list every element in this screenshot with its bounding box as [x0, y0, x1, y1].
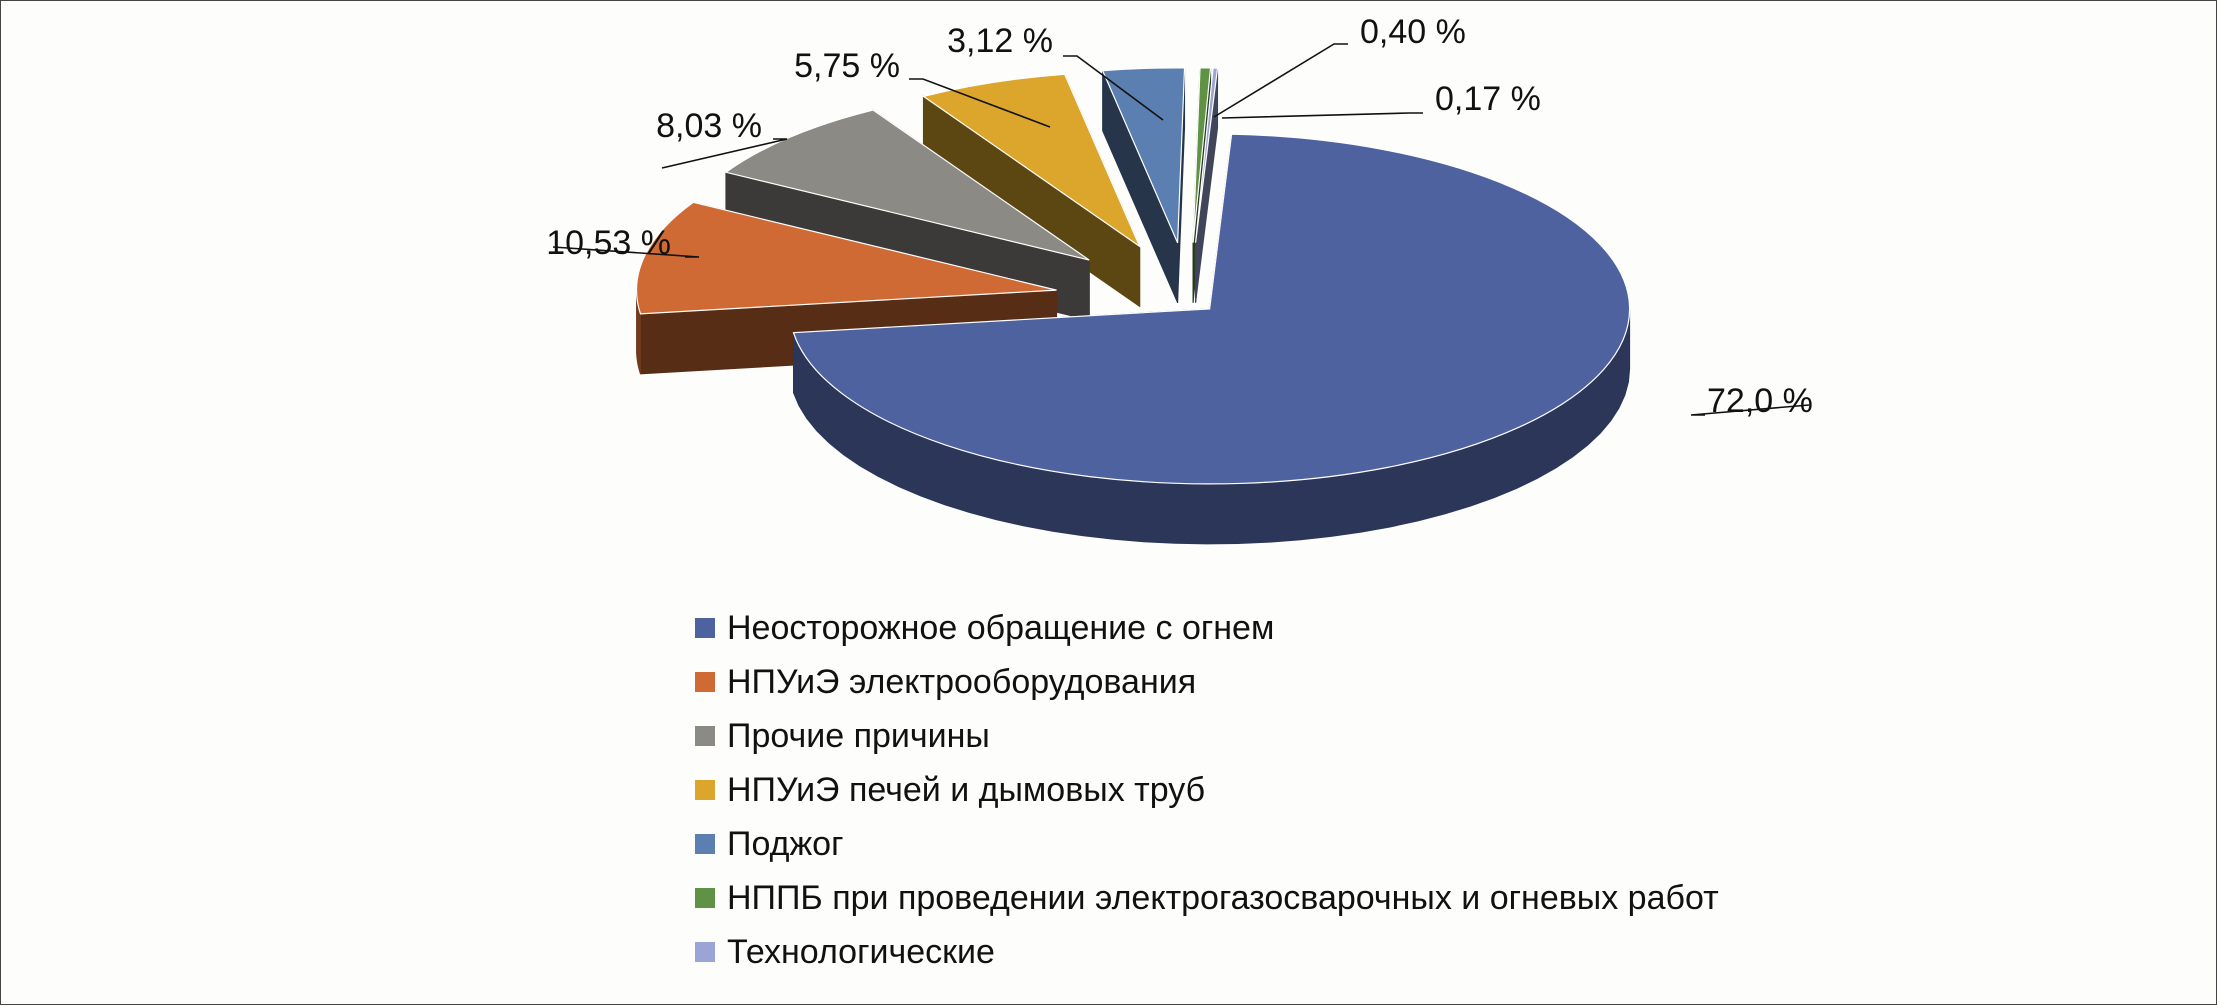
leader-line [552, 246, 700, 258]
data-label: 0,17 % [1435, 80, 1541, 118]
data-label: 5,75 % [794, 47, 900, 85]
legend-swatch [695, 888, 715, 908]
pie-slice [1194, 67, 1219, 243]
leader-line [1213, 43, 1348, 118]
pie-slice [724, 109, 1090, 261]
data-label: 3,12 % [947, 22, 1053, 60]
data-label: 0,40 % [1360, 13, 1466, 51]
legend-item: НПУиЭ печей и дымовых труб [695, 763, 1719, 817]
legend-label: НППБ при проведении электрогазосварочных… [727, 878, 1719, 917]
legend-item: Технологические [695, 925, 1719, 979]
legend-swatch [695, 780, 715, 800]
legend-item: НПУиЭ электрооборудования [695, 655, 1719, 709]
leader-line [1063, 55, 1164, 121]
leader-line [909, 78, 1051, 128]
legend-swatch [695, 942, 715, 962]
data-label: 72,0 % [1707, 382, 1813, 420]
pie-slice [636, 201, 1057, 315]
legend-label: Прочие причины [727, 716, 990, 755]
pie-tops-group [636, 67, 1631, 485]
data-label: 10,53 % [546, 224, 671, 262]
legend-label: Технологические [727, 932, 995, 971]
leader-line [1690, 404, 1810, 416]
legend: Неосторожное обращение с огнем НПУиЭ эле… [695, 601, 1719, 979]
legend-label: Поджог [727, 824, 844, 863]
legend-label: НПУиЭ печей и дымовых труб [727, 770, 1206, 809]
leader-line [661, 138, 788, 169]
legend-label: НПУиЭ электрооборудования [727, 662, 1197, 701]
data-label: 8,03 % [656, 107, 762, 145]
pie-slice [1192, 67, 1212, 243]
leader-line [1221, 112, 1423, 119]
pie-slice [792, 133, 1631, 485]
legend-swatch [695, 672, 715, 692]
legend-swatch [695, 618, 715, 638]
legend-item: НППБ при проведении электрогазосварочных… [695, 871, 1719, 925]
legend-swatch [695, 726, 715, 746]
legend-item: Прочие причины [695, 709, 1719, 763]
pie-slice [1101, 67, 1186, 244]
legend-item: Неосторожное обращение с огнем [695, 601, 1719, 655]
pie-slice [922, 73, 1142, 249]
legend-item: Поджог [695, 817, 1719, 871]
legend-label: Неосторожное обращение с огнем [727, 608, 1275, 647]
legend-swatch [695, 834, 715, 854]
